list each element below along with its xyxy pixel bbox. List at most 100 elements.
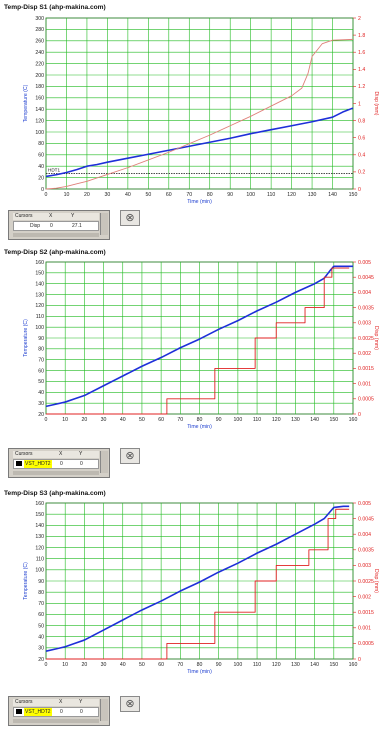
y2-tick-label: 0.001 — [358, 626, 371, 632]
x-tick-label: 10 — [64, 192, 70, 198]
x-tick-label: 80 — [197, 417, 203, 423]
y2-tick-label: 0 — [358, 412, 361, 418]
cursor-scrollbar[interactable] — [100, 699, 108, 721]
y2-tick-label: 0.0015 — [358, 366, 374, 372]
x-tick-label: 70 — [177, 417, 183, 423]
x-axis-label: Time (min) — [187, 669, 212, 675]
cursor-hscrollbar[interactable] — [13, 233, 99, 237]
chart-1-plot: 0204060801001201401601802002202402602803… — [23, 16, 379, 205]
x-tick-label: 130 — [308, 192, 317, 198]
x-tick-label: 60 — [166, 192, 172, 198]
x-axis-label: Time (min) — [187, 424, 212, 430]
y2-tick-label: 0.0035 — [358, 548, 374, 554]
y2-tick-label: 0.005 — [358, 501, 371, 507]
y-tick-label: 120 — [35, 118, 44, 124]
cursor-scrollbar[interactable] — [100, 213, 108, 235]
y2-tick-label: 0.003 — [358, 563, 371, 569]
y-tick-label: 180 — [35, 84, 44, 90]
cursor-header-name: Cursors — [15, 699, 33, 705]
x-tick-label: 140 — [328, 192, 337, 198]
cursor-hscrollbar[interactable] — [13, 471, 99, 475]
y-tick-label: 70 — [38, 601, 44, 607]
y-tick-label: 130 — [35, 534, 44, 540]
x-tick-label: 40 — [125, 192, 131, 198]
y-tick-label: 60 — [38, 368, 44, 374]
cursor-name: Disp — [30, 223, 41, 229]
y-tick-label: 150 — [35, 512, 44, 518]
cursor-header-name: Cursors — [15, 451, 33, 457]
chart-2-title: Temp-Disp S2 (ahp-makina.com) — [4, 249, 106, 256]
x-tick-label: 120 — [272, 662, 281, 668]
x-tick-label: 130 — [291, 417, 300, 423]
y-axis-label: Temperature (C) — [23, 319, 29, 357]
y2-tick-label: 0.0035 — [358, 305, 374, 311]
x-tick-label: 50 — [139, 662, 145, 668]
x-tick-label: 160 — [349, 662, 358, 668]
y-tick-label: 40 — [38, 390, 44, 396]
y-tick-label: 150 — [35, 271, 44, 277]
x-tick-label: 0 — [45, 192, 48, 198]
chart-1-cursor-legend: Cursors X Y Disp 0 27.1 — [8, 210, 110, 240]
cursor-hscrollbar[interactable] — [13, 719, 99, 723]
cursor-row[interactable]: VST_HDT2 0 0 — [13, 707, 99, 717]
cursor-row[interactable]: VST_HDT2 0 0 — [13, 459, 99, 469]
y-tick-label: 120 — [35, 303, 44, 309]
cursor-y-value: 0 — [80, 709, 83, 715]
x-tick-label: 30 — [101, 417, 107, 423]
displacement-series-line — [45, 38, 354, 190]
x-tick-label: 70 — [177, 662, 183, 668]
y-tick-label: 110 — [36, 557, 44, 563]
cursor-x-value: 0 — [50, 223, 53, 229]
cursor-header-x: X — [49, 213, 53, 219]
y-tick-label: 30 — [38, 401, 44, 407]
cursor-header-x: X — [59, 451, 63, 457]
y-tick-label: 220 — [35, 61, 44, 67]
x-tick-label: 90 — [216, 662, 222, 668]
chart-1-title: Temp-Disp S1 (ahp-makina.com) — [4, 4, 106, 11]
cursor-legend-header: Cursors X Y — [13, 699, 99, 706]
y-tick-label: 300 — [35, 16, 44, 22]
x-tick-label: 110 — [253, 662, 261, 668]
x-tick-label: 70 — [186, 192, 192, 198]
y2-tick-label: 0.004 — [358, 290, 371, 296]
y-tick-label: 110 — [36, 314, 44, 320]
y-tick-label: 20 — [38, 657, 44, 663]
y-tick-label: 260 — [35, 39, 44, 45]
y2-tick-label: 0.0005 — [358, 641, 374, 647]
x-tick-label: 150 — [329, 662, 338, 668]
cursor-move-button[interactable]: ⊗ — [120, 448, 140, 464]
y2-tick-label: 2 — [358, 16, 361, 22]
x-tick-label: 0 — [45, 662, 48, 668]
cursor-move-button[interactable]: ⊗ — [120, 210, 140, 226]
y-tick-label: 20 — [38, 412, 44, 418]
cursor-x-value: 0 — [60, 461, 63, 467]
x-tick-label: 100 — [234, 417, 243, 423]
x-tick-label: 80 — [197, 662, 203, 668]
y-tick-label: 280 — [35, 27, 44, 33]
y-axis-label: Temperature (C) — [23, 84, 29, 122]
x-tick-label: 30 — [101, 662, 107, 668]
x-tick-label: 140 — [310, 417, 319, 423]
y-axis-label: Temperature (C) — [23, 562, 29, 600]
y-tick-label: 80 — [38, 141, 44, 147]
chart-3-title: Temp-Disp S3 (ahp-makina.com) — [4, 490, 106, 497]
y2-tick-label: 1 — [358, 101, 361, 107]
x-tick-label: 10 — [62, 662, 68, 668]
cursor-scrollbar[interactable] — [100, 451, 108, 473]
cursor-legend-header: Cursors X Y — [13, 213, 99, 220]
cursor-y-value: 0 — [80, 461, 83, 467]
cursor-header-y: Y — [79, 451, 83, 457]
cursor-name: VST_HDT2 — [24, 708, 52, 716]
x-tick-label: 150 — [349, 192, 358, 198]
y2-tick-label: 0.001 — [358, 381, 371, 387]
cursor-row[interactable]: Disp 0 27.1 — [13, 221, 99, 231]
y2-tick-label: 0 — [358, 187, 361, 193]
cursor-move-button[interactable]: ⊗ — [120, 696, 140, 712]
y-tick-label: 120 — [35, 545, 44, 551]
y2-axis-label: Disp (mm) — [373, 569, 379, 593]
chart-2-cursor-legend: Cursors X Y VST_HDT2 0 0 — [8, 448, 110, 478]
temperature-series-line — [45, 265, 353, 408]
x-tick-label: 50 — [145, 192, 151, 198]
y-tick-label: 0 — [41, 187, 44, 193]
